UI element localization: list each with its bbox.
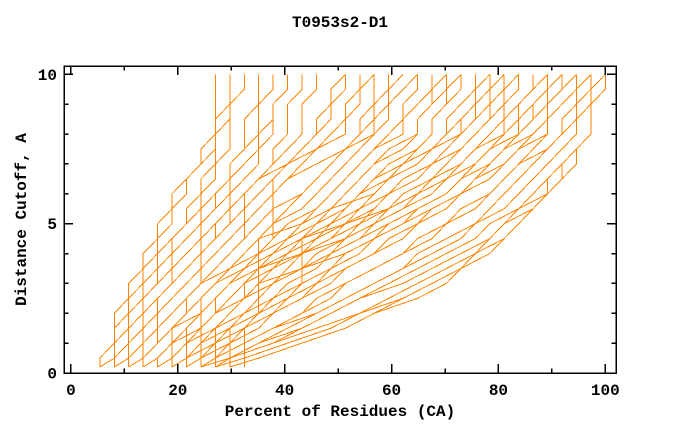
- y-axis-label: Distance Cutoff, A: [13, 133, 31, 306]
- x-tick-label: 80: [489, 382, 508, 400]
- model-curve: [157, 74, 462, 367]
- model-curve: [200, 74, 606, 368]
- y-tick-label: 0: [47, 366, 57, 384]
- model-curve: [157, 74, 491, 368]
- model-curve: [171, 74, 476, 368]
- model-curve: [243, 74, 592, 367]
- model-curve: [200, 74, 592, 368]
- y-tick-label: 10: [38, 67, 57, 85]
- chart-title: T0953s2-D1: [291, 14, 388, 32]
- x-tick-label: 100: [591, 382, 620, 400]
- y-tick-label: 5: [47, 216, 57, 234]
- model-curve: [215, 74, 606, 368]
- model-curve: [214, 74, 563, 367]
- x-tick-label: 0: [66, 382, 76, 400]
- model-curve: [142, 74, 447, 368]
- model-curve: [186, 74, 520, 368]
- model-curve: [215, 74, 606, 368]
- model-curve: [99, 74, 289, 368]
- x-axis-label: Percent of Residues (CA): [224, 403, 456, 421]
- model-curve: [99, 74, 245, 367]
- model-curve: [171, 74, 505, 367]
- model-curve: [142, 74, 361, 367]
- model-curve: [114, 74, 346, 368]
- x-tick-label: 20: [168, 382, 187, 400]
- model-curve: [142, 74, 433, 367]
- model-curve: [229, 74, 577, 367]
- model-curve: [215, 74, 606, 368]
- model-curve: [186, 74, 520, 367]
- plot-border: [63, 65, 617, 374]
- model-curve: [200, 74, 548, 367]
- x-tick-label: 60: [382, 382, 401, 400]
- model-curve: [128, 74, 390, 368]
- x-tick-label: 40: [275, 382, 294, 400]
